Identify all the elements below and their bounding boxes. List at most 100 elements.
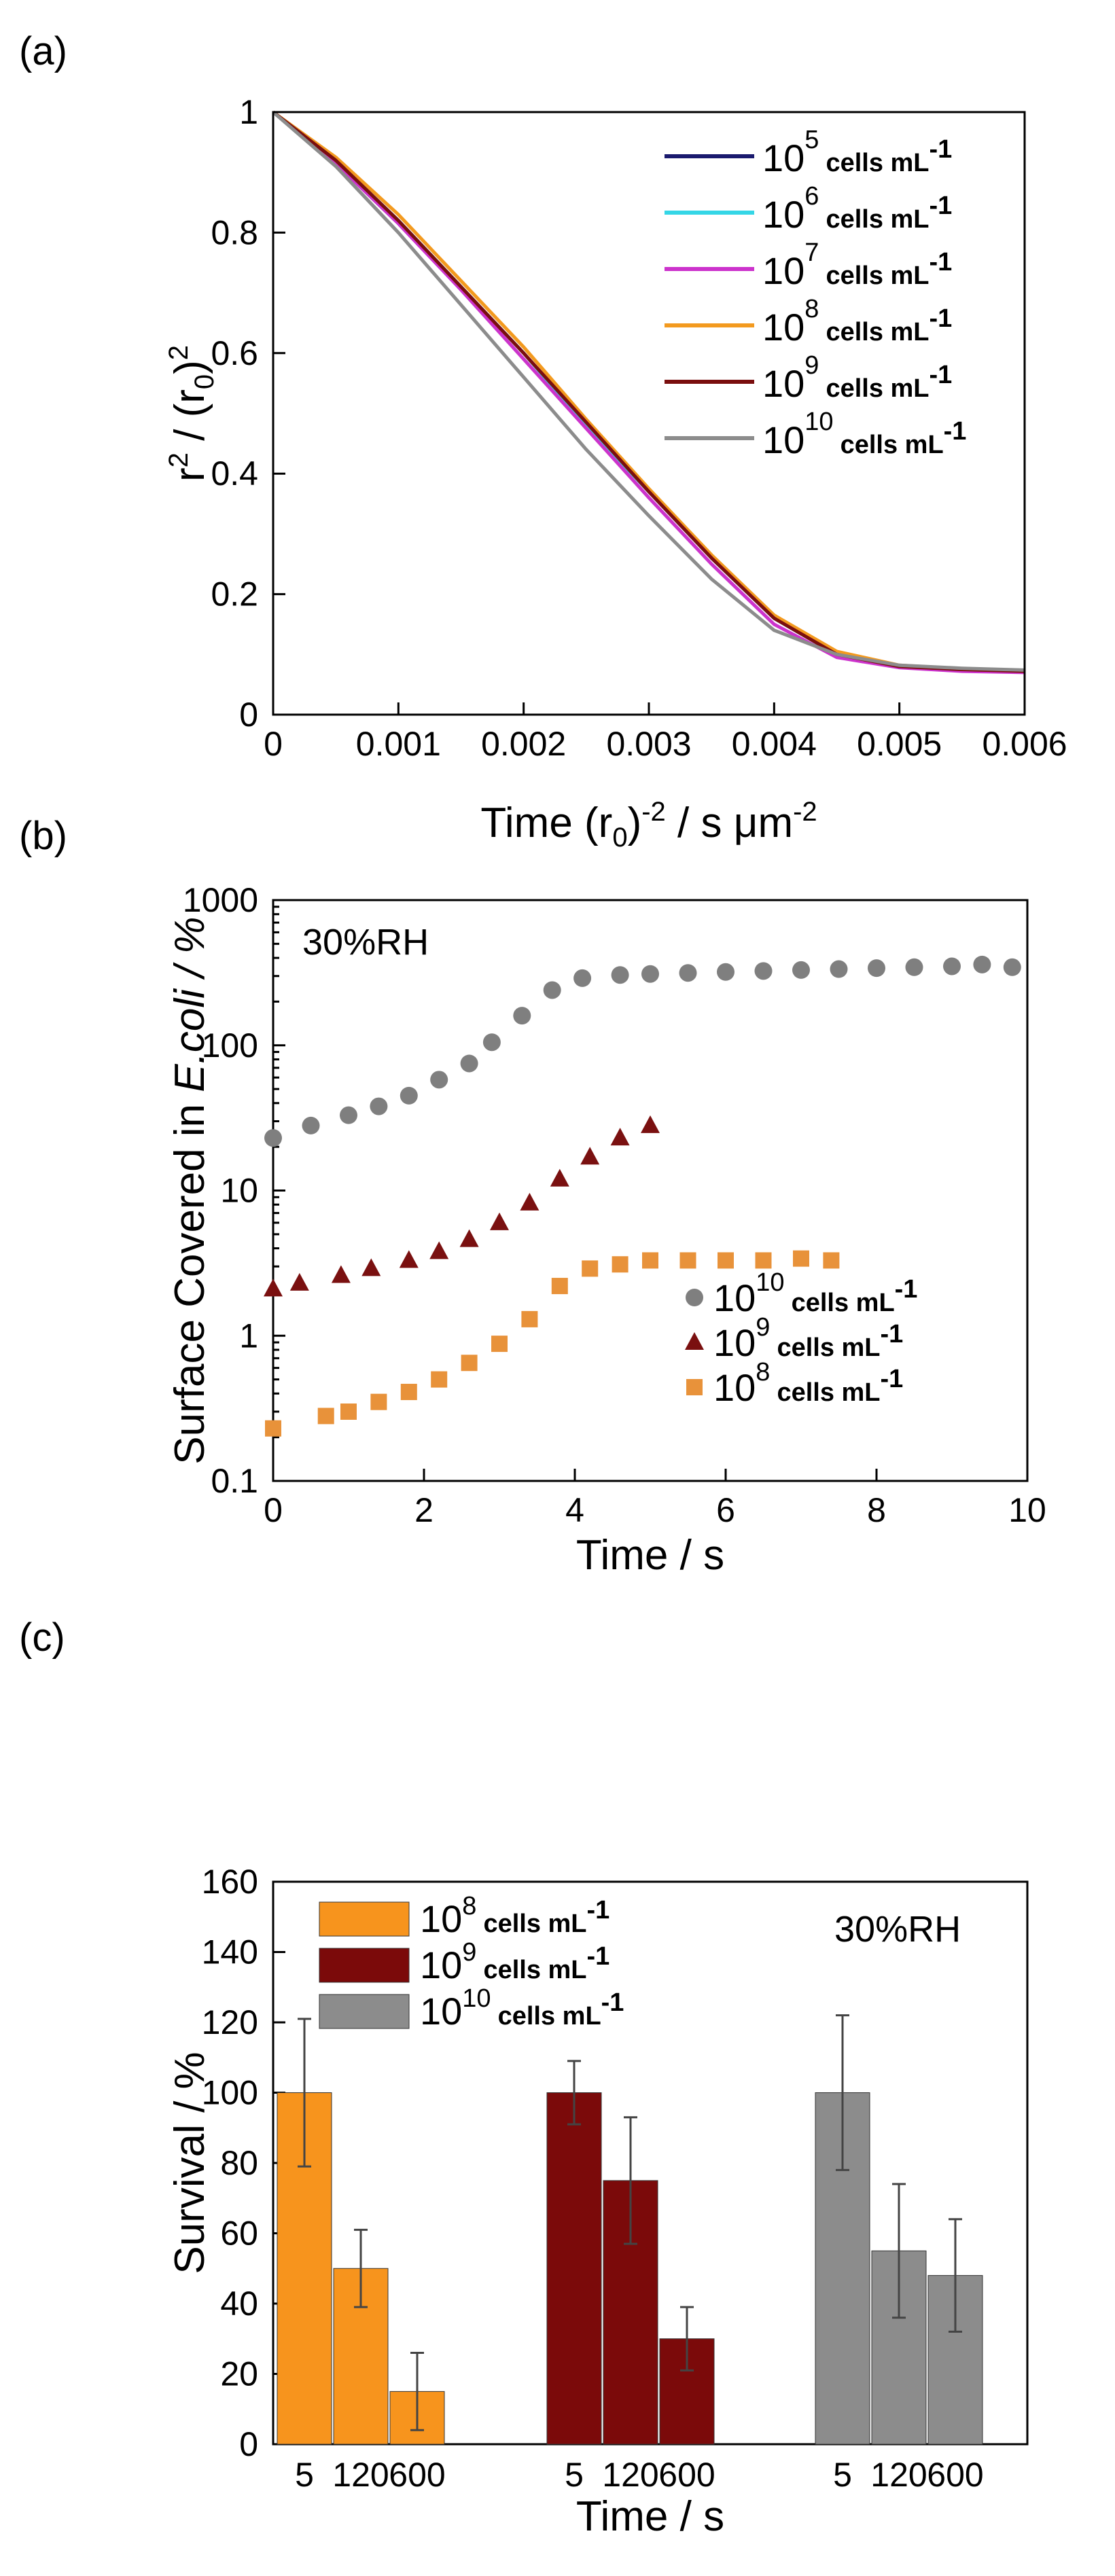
legend-label-9: 109cells mL-1 [420,1938,609,1986]
data-point-9 [520,1192,539,1211]
legend-exp: 10 [756,1268,784,1297]
legend-label-8: 108cells mL-1 [762,295,952,348]
panel-c-label: (c) [19,1615,65,1660]
legend-unit: cells mL [498,2002,601,2031]
data-point-9 [550,1168,569,1187]
data-point-9 [490,1212,509,1230]
x-title-sup: -2 [793,797,817,827]
x-tick-label: 120 [870,2456,927,2494]
y-tick-label: 100 [202,2074,258,2112]
legend-unit-exp: -1 [881,1320,904,1348]
legend-base: 10 [762,137,804,179]
annotation-rh-c: 30%RH [834,1909,961,1950]
data-point-9 [289,1272,309,1291]
x-tick-label: 2 [414,1491,433,1529]
legend-base: 10 [713,1276,756,1319]
data-point-10 [830,960,848,978]
data-point-8 [521,1310,538,1327]
legend-label-8: 108cells mL-1 [713,1358,903,1409]
panel-a: (a)00.20.40.60.810 0.001 0.002 0.003 0.004 0.… [19,29,1067,853]
y-tick-label: 0 [239,696,258,734]
legend-unit-exp: -1 [930,361,953,389]
y-title-sub: 0 [190,374,219,389]
y-title-part: r [166,467,213,482]
legend-exp: 9 [804,351,819,380]
legend-marker-9 [685,1332,704,1350]
legend-unit: cells mL [826,318,929,346]
y-tick-label: 0.8 [211,213,258,251]
data-point-10 [611,966,629,984]
legend-label-5: 105cells mL-1 [762,126,952,179]
data-point-10 [973,955,991,973]
y-axis-title-a: r2 / (r0)2 [164,345,219,482]
data-point-10 [430,1071,448,1089]
legend-unit: cells mL [483,1910,586,1938]
y-tick-label: 100 [202,1026,258,1065]
y-title-sup: 2 [164,345,194,360]
data-point-10 [754,962,773,980]
legend-exp: 5 [804,126,819,154]
data-point-10 [482,1033,501,1052]
x-tick-label: 600 [658,2456,715,2494]
legend-unit-exp: -1 [930,192,953,220]
data-point-8 [400,1384,417,1401]
x-tick-label: 0.001 [356,725,441,763]
y-tick-label: 20 [220,2355,258,2393]
series-line-10 [272,111,1025,672]
y-tick-label: 1000 [183,881,258,919]
data-point-10 [302,1116,320,1134]
x-tick-label: 120 [602,2456,658,2494]
x-tick-label: 0 [264,1491,283,1529]
data-point-8 [755,1252,772,1269]
x-axis-title-a: Time (r0)-2 / s μm-2 [480,797,817,853]
legend-unit-exp: -1 [881,1365,904,1393]
data-point-10 [340,1106,357,1124]
legend-base: 10 [420,1990,462,2033]
x-title-part: Time (r [480,800,612,846]
y-tick-label: 0.4 [211,454,258,493]
legend-label-7: 107cells mL-1 [762,238,952,292]
data-point-9 [264,1278,283,1297]
legend-base: 10 [713,1366,756,1409]
data-point-10 [513,1007,531,1025]
data-point-8 [431,1371,448,1388]
legend-unit: cells mL [777,1334,880,1362]
data-point-10 [792,961,810,979]
data-point-10 [868,959,885,978]
legend-unit: cells mL [826,262,929,290]
data-point-8 [461,1355,478,1372]
x-title-part: / s μm [666,800,793,846]
x-title-sup: -2 [641,797,666,827]
annotation-rh-b: 30%RH [302,922,429,963]
legend-base: 10 [713,1321,756,1364]
data-point-8 [317,1408,334,1425]
legend-label-10: 1010cells mL-1 [713,1268,917,1319]
legend-unit-exp: -1 [587,1942,610,1971]
legend-base: 10 [762,249,804,292]
legend-unit: cells mL [826,374,929,403]
data-point-10 [370,1097,388,1115]
x-tick-label: 5 [565,2456,584,2494]
y-axis-title-b: Surface Covered in E.coli / % [166,916,213,1464]
data-point-9 [331,1265,351,1283]
data-point-10 [1003,958,1021,976]
legend-exp: 8 [462,1892,476,1920]
legend-base: 10 [762,306,804,348]
x-tick-label: 0.005 [857,725,942,763]
data-point-8 [679,1252,696,1269]
x-tick-label: 6 [716,1491,735,1529]
y-tick-label: 80 [220,2144,258,2182]
x-tick-label: 0.006 [982,725,1067,763]
legend-unit-exp: -1 [587,1896,610,1925]
y-tick-label: 160 [202,1863,258,1901]
legend-unit-exp: -1 [601,1988,624,2017]
data-point-9 [429,1241,449,1259]
legend-unit: cells mL [840,431,944,459]
y-tick-label: 0.6 [211,334,258,372]
legend-label-10: 1010cells mL-1 [762,408,966,461]
data-point-8 [551,1278,568,1295]
legend-base: 10 [762,418,804,461]
legend-label-9: 109cells mL-1 [762,351,952,405]
